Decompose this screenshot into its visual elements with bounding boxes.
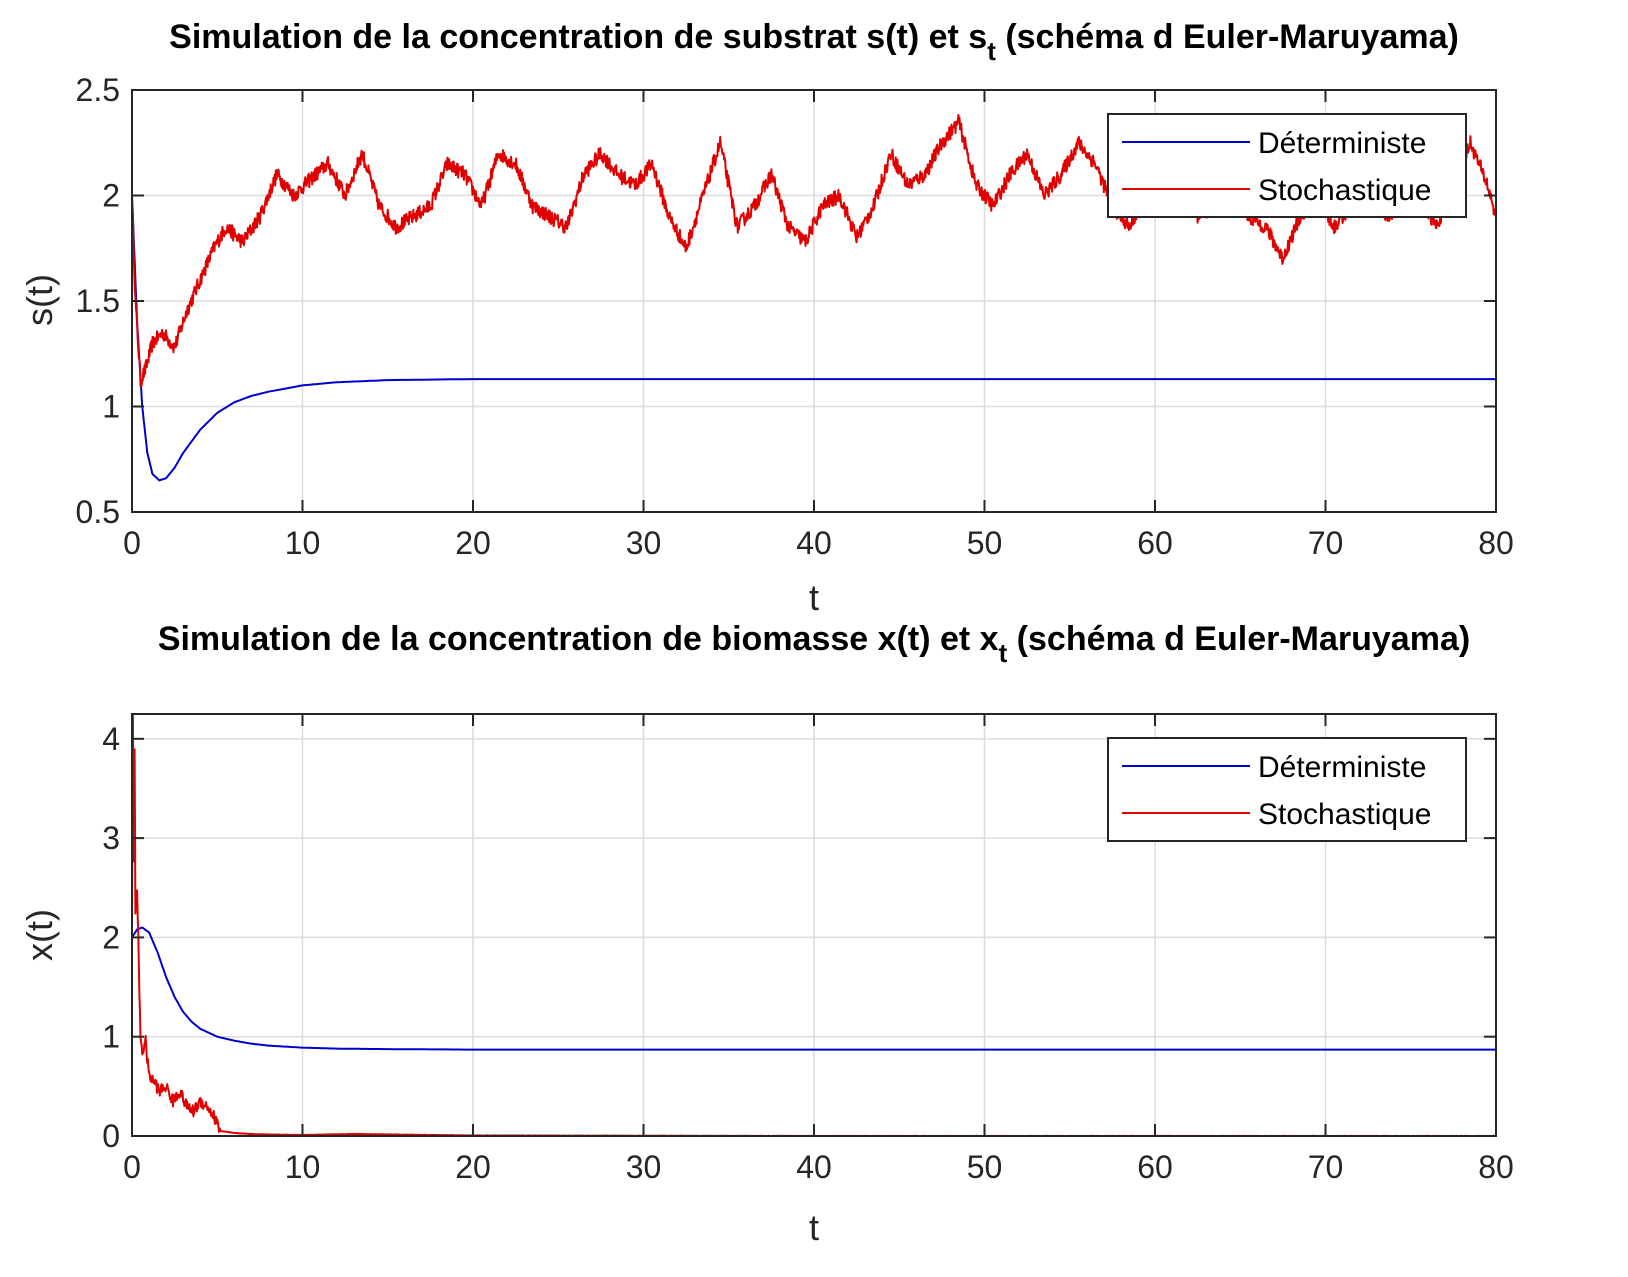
legend-label: Déterministe xyxy=(1258,127,1426,160)
x-axis-label: t xyxy=(809,577,819,618)
series-line-stochastique xyxy=(131,114,1497,388)
x-tick-label: 40 xyxy=(796,1149,832,1185)
x-tick-label: 10 xyxy=(285,525,321,561)
x-tick-label: 20 xyxy=(455,525,491,561)
chart-title: Simulation de la concentration de substr… xyxy=(169,18,1459,66)
biomass-chart: Simulation de la concentration de biomas… xyxy=(19,620,1514,1248)
legend-label: Déterministe xyxy=(1258,751,1426,784)
x-tick-label: 30 xyxy=(626,525,662,561)
series-line-deterministe xyxy=(131,926,1496,1051)
y-tick-label: 2 xyxy=(102,919,120,955)
x-tick-label: 40 xyxy=(796,525,832,561)
x-tick-label: 50 xyxy=(967,1149,1003,1185)
x-axis-label: t xyxy=(809,1207,819,1248)
x-tick-label: 20 xyxy=(455,1149,491,1185)
x-tick-label: 70 xyxy=(1308,1149,1344,1185)
legend-box xyxy=(1107,113,1467,218)
x-tick-label: 60 xyxy=(1137,1149,1173,1185)
x-tick-label: 80 xyxy=(1478,1149,1514,1185)
y-tick-label: 0 xyxy=(102,1118,120,1154)
x-tick-label: 0 xyxy=(123,525,141,561)
substrate-chart: Simulation de la concentration de substr… xyxy=(19,18,1514,618)
y-tick-label: 2 xyxy=(102,178,120,214)
y-tick-label: 1.5 xyxy=(76,283,120,319)
y-axis-label: s(t) xyxy=(19,274,60,326)
x-tick-label: 60 xyxy=(1137,525,1173,561)
x-tick-label: 10 xyxy=(285,1149,321,1185)
series-line-deterministe xyxy=(131,195,1496,482)
legend-label: Stochastique xyxy=(1258,798,1431,831)
x-tick-label: 30 xyxy=(626,1149,662,1185)
x-tick-label: 70 xyxy=(1308,525,1344,561)
y-tick-label: 3 xyxy=(102,820,120,856)
legend-box xyxy=(1107,737,1467,842)
y-tick-label: 4 xyxy=(102,721,120,757)
y-tick-label: 2.5 xyxy=(76,72,120,108)
x-tick-label: 50 xyxy=(967,525,1003,561)
chart-title: Simulation de la concentration de biomas… xyxy=(158,620,1470,668)
y-axis-label: x(t) xyxy=(19,909,60,961)
x-tick-label: 80 xyxy=(1478,525,1514,561)
y-tick-label: 0.5 xyxy=(76,494,120,530)
y-tick-label: 1 xyxy=(102,1019,120,1055)
x-tick-label: 0 xyxy=(123,1149,141,1185)
y-tick-label: 1 xyxy=(102,389,120,425)
legend-label: Stochastique xyxy=(1258,174,1431,207)
